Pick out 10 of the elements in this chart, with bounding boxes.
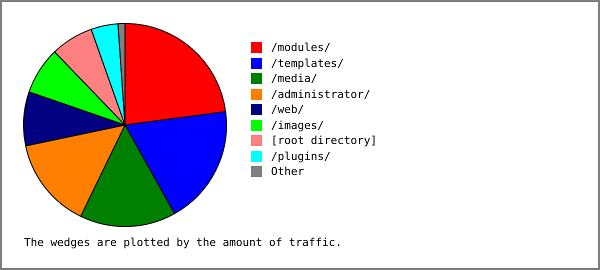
- legend-label: /web/: [271, 103, 304, 116]
- legend-label: /media/: [271, 72, 318, 86]
- legend-label: /templates/: [271, 56, 344, 70]
- legend-label: /administrator/: [271, 88, 370, 101]
- legend-label: /images/: [271, 118, 324, 132]
- legend-label: [root directory]: [271, 134, 377, 148]
- text: The wedges are plotted by the amount of traffic.: [24, 236, 342, 249]
- legend-label: /plugins/: [271, 150, 331, 163]
- legend-label: /modules/: [271, 41, 331, 54]
- legend-label: Other: [271, 165, 304, 178]
